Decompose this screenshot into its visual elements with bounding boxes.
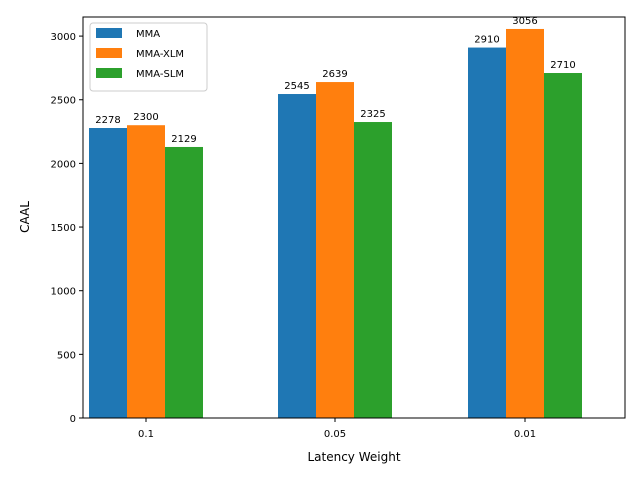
y-axis: 0 500 1000 1500 2000 2500 3000 — [51, 32, 83, 425]
bar-mma-xlm-0.01 — [506, 28, 544, 419]
legend-label-mma: MMA — [136, 29, 160, 40]
data-label-mma-xlm-0.01: 3056 — [512, 16, 537, 27]
plot-frame — [82, 16, 626, 419]
data-label-mma-xlm-0.05: 2639 — [322, 69, 347, 80]
y-tick-label: 500 — [57, 350, 76, 361]
bar-mma-0.05 — [278, 94, 316, 419]
legend-label-mma-xlm: MMA-XLM — [136, 49, 184, 60]
data-label-mma-0.1: 2278 — [95, 115, 120, 126]
data-label-mma-xlm-0.1: 2300 — [133, 112, 158, 123]
data-labels-group: 2278 2545 2910 2300 2639 3056 2129 2325 2710 — [95, 16, 575, 145]
data-label-mma-slm-0.01: 2710 — [550, 60, 575, 71]
y-tick-label: 2500 — [51, 96, 76, 107]
bar-mma-slm-0.01 — [544, 73, 582, 418]
bar-mma-xlm-0.05 — [316, 82, 354, 418]
x-tick-label: 0.01 — [514, 429, 536, 440]
y-tick-label: 1000 — [51, 287, 76, 298]
y-axis-label: CAAL — [18, 201, 32, 233]
data-label-mma-0.01: 2910 — [474, 35, 499, 46]
x-axis: 0.1 0.05 0.01 — [138, 418, 536, 440]
y-tick-label: 0 — [70, 414, 76, 425]
bars-group — [89, 28, 582, 419]
legend: MMA MMA-XLM MMA-SLM — [89, 22, 208, 92]
y-tick-label: 3000 — [51, 32, 76, 43]
data-label-mma-slm-0.05: 2325 — [360, 109, 385, 120]
x-tick-label: 0.05 — [324, 429, 346, 440]
bar-mma-slm-0.1 — [165, 146, 203, 418]
data-label-mma-slm-0.1: 2129 — [171, 134, 196, 145]
legend-swatch-mma-xlm — [96, 48, 122, 58]
x-axis-label: Latency Weight — [307, 450, 400, 464]
bar-mma-0.1 — [89, 128, 127, 418]
data-label-mma-0.05: 2545 — [284, 81, 309, 92]
bar-mma-slm-0.05 — [354, 122, 392, 419]
y-tick-label: 1500 — [51, 223, 76, 234]
legend-label-mma-slm: MMA-SLM — [136, 69, 184, 80]
bar-mma-0.01 — [468, 47, 506, 419]
x-tick-label: 0.1 — [138, 429, 154, 440]
y-tick-label: 2000 — [51, 159, 76, 170]
legend-swatch-mma — [96, 28, 122, 38]
bar-mma-xlm-0.1 — [127, 125, 165, 418]
legend-swatch-mma-slm — [96, 68, 122, 78]
